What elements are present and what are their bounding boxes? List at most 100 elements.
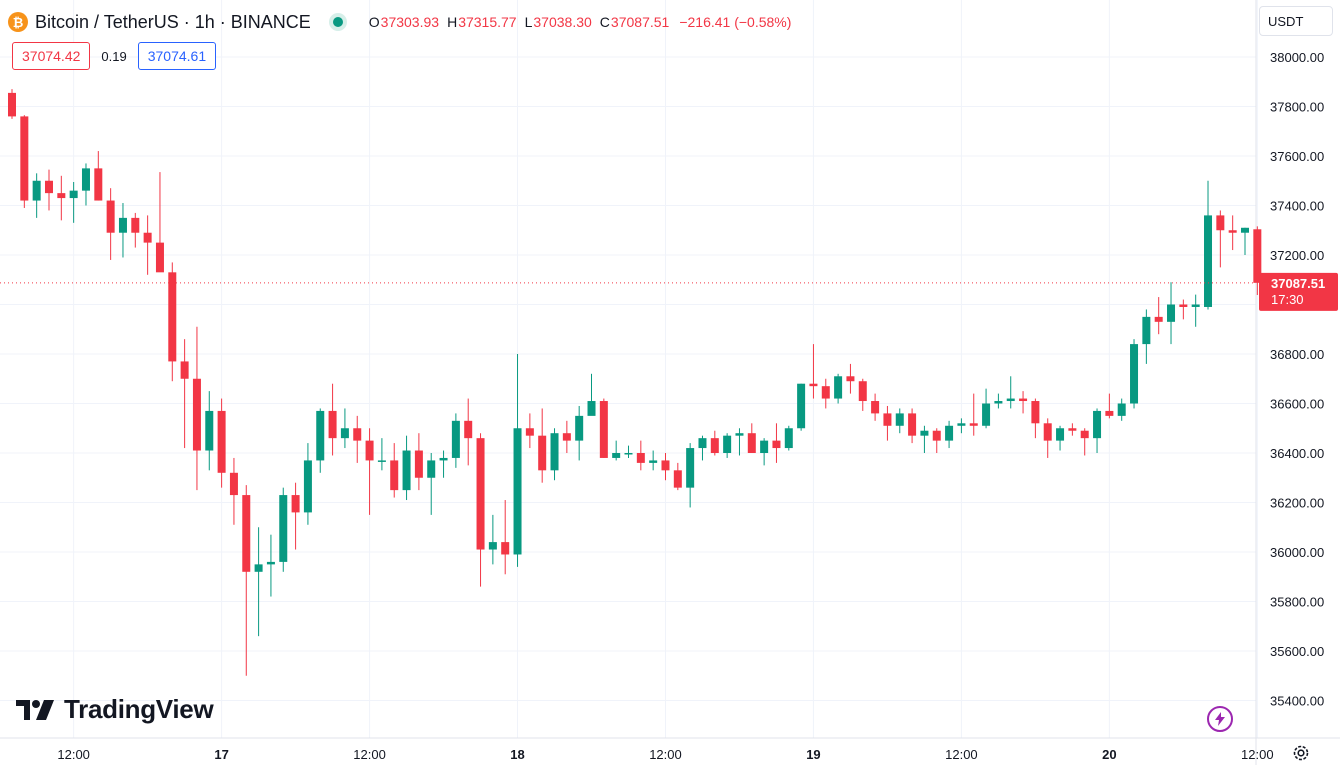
y-axis-ticks: 38000.00 37800.00 37600.00 37400.00 37200.00…: [1270, 50, 1324, 709]
candle: [846, 363, 855, 394]
candle: [427, 453, 436, 515]
candle-body: [550, 433, 559, 471]
candle-body: [94, 168, 103, 201]
candle-body: [291, 495, 300, 513]
y-tick-label: 37800.00: [1270, 100, 1324, 115]
close-value: 37087.51: [610, 14, 670, 30]
tradingview-logo[interactable]: TradingView: [16, 694, 214, 725]
candle: [698, 435, 707, 461]
candle-body: [686, 448, 695, 488]
candle: [747, 423, 756, 453]
candle: [735, 428, 744, 456]
candle-body: [1019, 398, 1028, 402]
candle-body: [328, 410, 337, 439]
candle: [871, 393, 880, 421]
candles: [8, 89, 1262, 676]
price-change: −216.41 (−0.58%): [679, 14, 792, 30]
candle-body: [1080, 430, 1089, 439]
candle-body: [747, 433, 756, 453]
candle-body: [155, 242, 164, 273]
candle: [809, 344, 818, 399]
candle-body: [377, 460, 386, 462]
candle: [501, 500, 510, 575]
candle-body: [464, 420, 473, 439]
candle-body: [575, 415, 584, 441]
x-tick-label: 12:00: [945, 747, 978, 762]
candle: [1241, 227, 1249, 255]
candle-body: [846, 376, 855, 382]
candle-body: [1006, 398, 1015, 402]
candle-body: [599, 401, 608, 458]
candle: [1019, 391, 1028, 414]
symbol-title[interactable]: Bitcoin / TetherUS · 1h · BINANCE: [35, 11, 311, 32]
candle-body: [735, 433, 744, 436]
candle: [1253, 226, 1262, 296]
x-tick-label: 12:00: [1241, 747, 1274, 762]
currency-selector[interactable]: USDT: [1259, 6, 1333, 36]
y-tick-label: 35600.00: [1270, 644, 1324, 659]
candle: [464, 398, 473, 466]
candle: [834, 373, 843, 404]
candle-body: [143, 232, 152, 243]
candle-body: [982, 403, 991, 426]
spread-value: 0.19: [101, 48, 127, 64]
candle: [44, 169, 53, 211]
y-tick-label: 36600.00: [1270, 397, 1324, 412]
candle-body: [254, 564, 263, 572]
tradingview-logo-mark: [16, 699, 54, 720]
candle-body: [858, 381, 867, 402]
candle: [562, 420, 571, 453]
candle-body: [1204, 215, 1213, 307]
candle-body: [710, 438, 719, 453]
candle: [636, 440, 645, 471]
candle-body: [390, 460, 399, 491]
candle: [1179, 299, 1188, 320]
candle: [908, 408, 917, 444]
candle-body: [895, 413, 904, 426]
x-tick-label: 20: [1102, 747, 1116, 762]
candle: [402, 435, 411, 501]
candle: [229, 457, 238, 525]
x-tick-label: 18: [510, 747, 524, 762]
y-tick-label: 37400.00: [1270, 199, 1324, 214]
candle-body: [1241, 227, 1249, 233]
candle: [1204, 180, 1213, 310]
candle-body: [883, 413, 892, 426]
candle-body: [784, 428, 793, 449]
candle: [414, 433, 423, 491]
candle-body: [32, 180, 41, 201]
candle-body: [242, 495, 251, 572]
candle-body: [538, 435, 547, 471]
candle-body: [525, 428, 534, 436]
candle: [1130, 339, 1139, 409]
candle: [451, 413, 460, 468]
candle: [1105, 393, 1114, 419]
y-tick-label: 36400.00: [1270, 446, 1324, 461]
candle: [957, 418, 966, 434]
candle: [994, 393, 1003, 409]
y-tick-label: 37200.00: [1270, 248, 1324, 263]
candle-body: [1228, 230, 1237, 233]
lightning-icon[interactable]: [1207, 706, 1233, 732]
candle: [155, 172, 164, 273]
x-tick-label: 19: [806, 747, 820, 762]
candle: [538, 408, 547, 483]
candle-body: [266, 561, 275, 565]
gear-icon[interactable]: [1290, 742, 1312, 764]
candle-body: [920, 430, 929, 436]
market-status-dot[interactable]: [332, 17, 343, 27]
candle: [1154, 297, 1163, 335]
candle-body: [279, 495, 288, 562]
candle: [340, 408, 349, 449]
candle: [772, 423, 781, 463]
buy-price-button[interactable]: 37074.61: [137, 42, 217, 70]
candle: [525, 413, 534, 449]
candle: [32, 173, 41, 218]
candle-body: [772, 440, 781, 449]
candle-body: [636, 453, 645, 463]
candle-body: [797, 383, 806, 429]
candle-body: [1179, 304, 1188, 307]
candle-body: [20, 116, 29, 201]
sell-price-button[interactable]: 37074.42: [12, 42, 91, 70]
